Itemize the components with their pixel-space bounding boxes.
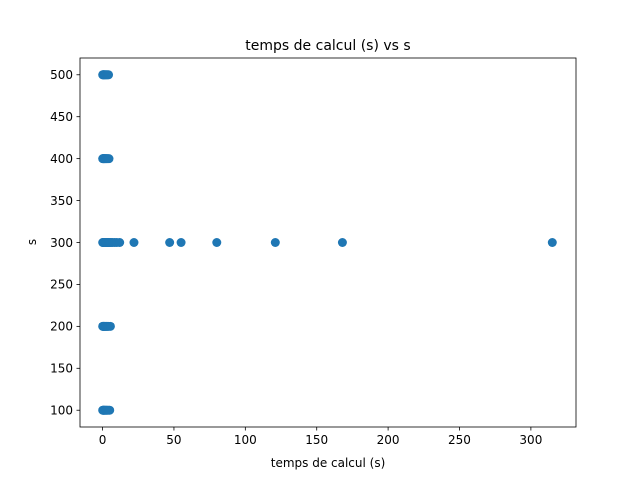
data-point	[270, 238, 280, 247]
data-point	[547, 238, 557, 247]
plot-frame	[79, 57, 577, 428]
data-point	[176, 238, 186, 247]
y-tick-label: 100	[50, 404, 73, 418]
y-tick-label: 350	[50, 194, 73, 208]
data-point	[104, 70, 114, 80]
data-point	[165, 238, 175, 247]
y-axis-title: s	[25, 239, 39, 245]
y-tick-label: 200	[50, 320, 73, 334]
y-tick-label: 500	[50, 68, 73, 82]
data-point	[104, 154, 114, 164]
x-tick-label: 100	[234, 433, 257, 447]
data-point	[105, 405, 115, 415]
data-point	[337, 238, 347, 247]
data-point	[129, 238, 139, 247]
x-tick-label: 300	[519, 433, 542, 447]
y-tick-label: 300	[50, 236, 73, 250]
y-tick-label: 150	[50, 362, 73, 376]
x-tick-label: 50	[166, 433, 181, 447]
data-points	[98, 70, 557, 415]
y-tick-label: 250	[50, 278, 73, 292]
x-tick-label: 0	[99, 433, 107, 447]
x-tick-label: 200	[377, 433, 400, 447]
chart-title: temps de calcul (s) vs s	[245, 38, 410, 54]
y-tick-label: 450	[50, 110, 73, 124]
axes: 0 50 100 150 200 250 300 100 150 200 250 300 350 400 4…	[50, 57, 577, 447]
x-tick-label: 250	[448, 433, 471, 447]
data-point	[105, 321, 115, 331]
data-point	[212, 238, 222, 247]
data-point	[115, 238, 125, 247]
x-axis-title: temps de calcul (s)	[271, 456, 386, 470]
y-tick-label: 400	[50, 152, 73, 166]
x-tick-label: 150	[305, 433, 328, 447]
